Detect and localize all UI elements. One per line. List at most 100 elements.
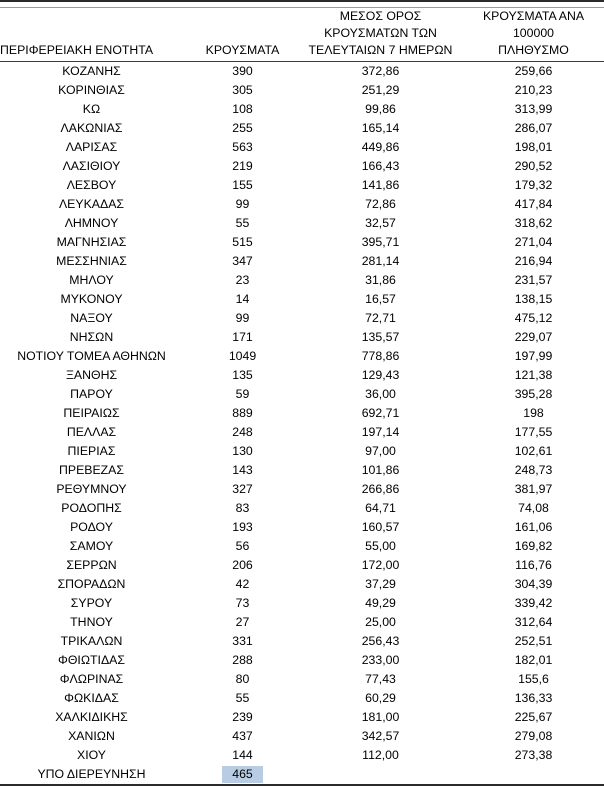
cell-seven-day-average: 266,86 bbox=[361, 482, 400, 497]
cell-region-name: ΦΘΙΩΤΙΔΑΣ bbox=[58, 653, 125, 668]
cell-cases-per-100000: 286,07 bbox=[514, 121, 553, 136]
cell-cases: 327 bbox=[232, 482, 253, 497]
table-header: ΠΕΡΙΦΕΡΕΙΑΚΗ ΕΝΟΤΗΤΑ ΚΡΟΥΣΜΑΤΑ ΜΕΣΟΣ ΟΡΟ… bbox=[0, 0, 604, 62]
table-row: ΣΠΟΡΑΔΩΝ 42 37,29 304,39 bbox=[0, 575, 604, 594]
cell-seven-day-average: 55,00 bbox=[365, 539, 396, 554]
cell-seven-day-average: 372,86 bbox=[361, 64, 400, 79]
cell-seven-day-average: 101,86 bbox=[361, 463, 400, 478]
cell-region-name: ΦΛΩΡΙΝΑΣ bbox=[59, 672, 124, 687]
cell-cases-per-100000 bbox=[463, 764, 604, 786]
cell-region-name: ΠΕΙΡΑΙΩΣ bbox=[63, 406, 120, 421]
table-row: ΠΑΡΟΥ 59 36,00 395,28 bbox=[0, 385, 604, 404]
column-header-cases-per-100000: ΚΡΟΥΣΜΑΤΑ ΑΝΑ 100000 ΠΛΗΘΥΣΜΟ bbox=[463, 7, 604, 62]
cell-cases-per-100000: 229,07 bbox=[514, 330, 553, 345]
cell-cases: 889 bbox=[232, 406, 253, 421]
cell-region-name: ΣΕΡΡΩΝ bbox=[66, 558, 117, 573]
cell-seven-day-average: 60,29 bbox=[365, 691, 396, 706]
cell-cases: 390 bbox=[232, 64, 253, 79]
cell-region-name: ΚΟΖΑΝΗΣ bbox=[62, 64, 121, 79]
table-row: ΝΑΞΟΥ 99 72,71 475,12 bbox=[0, 309, 604, 328]
cell-seven-day-average: 16,57 bbox=[365, 292, 396, 307]
cell-seven-day-average: 778,86 bbox=[361, 349, 400, 364]
cell-cases-per-100000: 339,42 bbox=[514, 596, 553, 611]
cell-region-name: ΝΟΤΙΟΥ ΤΟΜΕΑ ΑΘΗΝΩΝ bbox=[17, 349, 166, 364]
cell-seven-day-average: 32,57 bbox=[365, 216, 396, 231]
cell-seven-day-average bbox=[298, 764, 463, 786]
cell-seven-day-average: 77,43 bbox=[365, 672, 396, 687]
cell-cases: 155 bbox=[232, 178, 253, 193]
cell-cases: 288 bbox=[232, 653, 253, 668]
table-row: ΣΥΡΟΥ 73 49,29 339,42 bbox=[0, 594, 604, 613]
cell-cases: 59 bbox=[235, 387, 250, 402]
table-row: ΜΕΣΣΗΝΙΑΣ 347 281,14 216,94 bbox=[0, 252, 604, 271]
cell-cases-per-100000: 313,99 bbox=[514, 102, 553, 117]
cell-seven-day-average: 72,71 bbox=[365, 311, 396, 326]
table-row: ΤΡΙΚΑΛΩΝ 331 256,43 252,51 bbox=[0, 632, 604, 651]
cell-seven-day-average: 36,00 bbox=[365, 387, 396, 402]
table-row: ΛΑΡΙΣΑΣ 563 449,86 198,01 bbox=[0, 138, 604, 157]
selected-cell-value[interactable]: 465 bbox=[222, 765, 263, 783]
table-row: ΦΘΙΩΤΙΔΑΣ 288 233,00 182,01 bbox=[0, 651, 604, 670]
cell-region-name: ΜΥΚΟΝΟΥ bbox=[60, 292, 123, 307]
cell-seven-day-average: 181,00 bbox=[361, 710, 400, 725]
cell-cases-per-100000: 279,08 bbox=[514, 729, 553, 744]
cell-seven-day-average: 197,14 bbox=[361, 425, 400, 440]
cell-cases: 219 bbox=[232, 159, 253, 174]
cell-seven-day-average: 692,71 bbox=[361, 406, 400, 421]
cell-cases-per-100000: 116,76 bbox=[515, 558, 552, 573]
cell-seven-day-average: 251,29 bbox=[361, 83, 400, 98]
cell-region-name: ΤΗΝΟΥ bbox=[70, 615, 113, 630]
table-row: ΣΑΜΟΥ 56 55,00 169,82 bbox=[0, 537, 604, 556]
cell-seven-day-average: 449,86 bbox=[361, 140, 400, 155]
table-row: ΠΕΛΛΑΣ 248 197,14 177,55 bbox=[0, 423, 604, 442]
cell-seven-day-average: 165,14 bbox=[361, 121, 400, 136]
cell-cases-per-100000: 381,97 bbox=[514, 482, 553, 497]
rule-cell bbox=[463, 0, 604, 8]
cell-cases: 55 bbox=[235, 691, 250, 706]
table-row: ΧΙΟΥ 144 112,00 273,38 bbox=[0, 746, 604, 765]
table-row: ΚΟΖΑΝΗΣ 390 372,86 259,66 bbox=[0, 61, 604, 81]
cell-cases-per-100000: 225,67 bbox=[514, 710, 553, 725]
cell-cases-per-100000: 252,51 bbox=[514, 634, 553, 649]
column-header-region: ΠΕΡΙΦΕΡΕΙΑΚΗ ΕΝΟΤΗΤΑ bbox=[0, 7, 187, 62]
cell-cases-per-100000: 318,62 bbox=[514, 216, 553, 231]
cell-cases: 563 bbox=[232, 140, 253, 155]
table-row: ΚΟΡΙΝΘΙΑΣ 305 251,29 210,23 bbox=[0, 81, 604, 100]
cell-seven-day-average: 31,86 bbox=[365, 273, 396, 288]
cell-region-name: ΝΗΣΩΝ bbox=[69, 330, 114, 345]
cell-region-name: ΛΑΣΙΘΙΟΥ bbox=[62, 159, 121, 174]
cell-cases: 347 bbox=[232, 254, 253, 269]
cell-cases-per-100000: 259,66 bbox=[514, 64, 553, 79]
cell-region-name: ΥΠΟ ΔΙΕΡΕΥΝΗΣΗ bbox=[0, 764, 187, 786]
cell-cases: 171 bbox=[232, 330, 253, 345]
cell-seven-day-average: 25,00 bbox=[365, 615, 396, 630]
cell-region-name: ΚΩ bbox=[82, 102, 101, 117]
table-row: ΧΑΛΚΙΔΙΚΗΣ 239 181,00 225,67 bbox=[0, 708, 604, 727]
table-row: ΠΕΙΡΑΙΩΣ 889 692,71 198 bbox=[0, 404, 604, 423]
table-row: ΤΗΝΟΥ 27 25,00 312,64 bbox=[0, 613, 604, 632]
table-row: ΛΗΜΝΟΥ 55 32,57 318,62 bbox=[0, 214, 604, 233]
cell-cases: 143 bbox=[232, 463, 253, 478]
table-row: ΛΕΣΒΟΥ 155 141,86 179,32 bbox=[0, 176, 604, 195]
cell-cases-per-100000: 177,55 bbox=[514, 425, 553, 440]
table-row: ΦΩΚΙΔΑΣ 55 60,29 136,33 bbox=[0, 689, 604, 708]
cell-cases-per-100000: 136,33 bbox=[514, 691, 553, 706]
cell-cases[interactable]: 465 bbox=[187, 764, 298, 786]
table-row: ΛΕΥΚΑΔΑΣ 99 72,86 417,84 bbox=[0, 195, 604, 214]
table-row: ΛΑΚΩΝΙΑΣ 255 165,14 286,07 bbox=[0, 119, 604, 138]
table-row: ΚΩ 108 99,86 313,99 bbox=[0, 100, 604, 119]
rule-cell bbox=[187, 0, 298, 8]
cell-region-name: ΚΟΡΙΝΘΙΑΣ bbox=[58, 83, 125, 98]
cell-region-name: ΧΑΝΙΩΝ bbox=[68, 729, 115, 744]
cell-cases-per-100000: 290,52 bbox=[514, 159, 553, 174]
cell-cases-per-100000: 475,12 bbox=[514, 311, 553, 326]
cell-seven-day-average: 395,71 bbox=[361, 235, 400, 250]
cell-region-name: ΠΡΕΒΕΖΑΣ bbox=[58, 463, 124, 478]
cell-seven-day-average: 97,00 bbox=[365, 444, 396, 459]
cell-region-name: ΡΟΔΟΥ bbox=[70, 520, 113, 535]
cell-cases: 144 bbox=[232, 748, 253, 763]
table-row: ΝΟΤΙΟΥ ΤΟΜΕΑ ΑΘΗΝΩΝ 1049 778,86 197,99 bbox=[0, 347, 604, 366]
cell-cases: 99 bbox=[235, 197, 250, 212]
table-row: ΞΑΝΘΗΣ 135 129,43 121,38 bbox=[0, 366, 604, 385]
cell-cases-per-100000: 198,01 bbox=[514, 140, 553, 155]
